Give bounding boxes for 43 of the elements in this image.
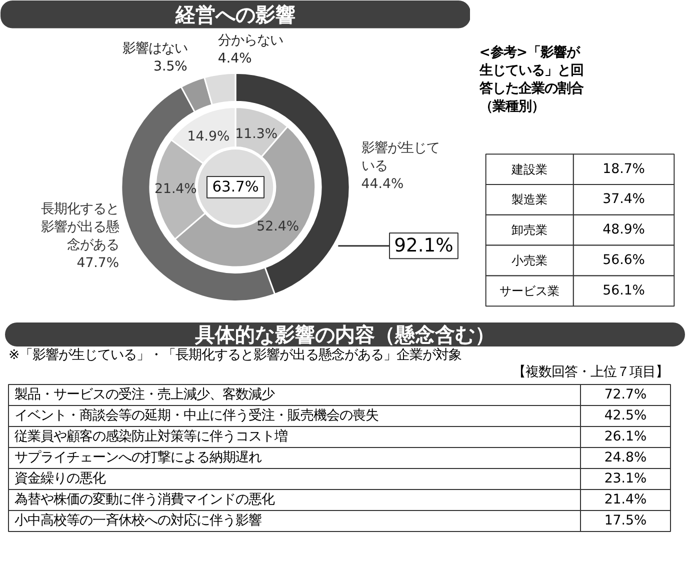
category-label: サプライチェーンへの打撃による納期遅れ [14,450,262,466]
text: 17.5% [604,514,647,528]
category-label: 建設業 [510,162,548,176]
category-label: 従業員や顧客の感染防止対策等に伴うコスト増 [14,428,288,444]
slice-label: 影響が生じている [361,140,440,174]
category-label: 小売業 [512,254,548,268]
text: 21.4% [604,492,647,508]
data-label: 52.4% [256,219,300,234]
slice-label: 分からない [218,34,283,49]
text: 48.9% [602,222,645,238]
slice-label: 影響はない [122,41,188,56]
data-label: 4.4% [218,52,252,67]
text: 56.1% [602,283,645,298]
text: 72.7% [604,388,647,402]
chart-title: 経営への影響 [174,2,296,26]
category-label: 製造業 [512,192,548,207]
text: <参考>「影響が生じている」と回答した企業の割合（業種別） [478,44,584,114]
data-label: 21.4% [154,182,197,197]
category-label: 為替や株価の変動に伴う消費マインドの悪化 [14,492,274,508]
text: 24.8% [604,450,647,466]
category-label: イベント・商談会等の延期・中止に伴う受注・販売機会の喪失 [14,408,378,424]
category-label: 小中高校等の一斉休校への対応に伴う影響 [14,512,262,528]
text: 37.4% [602,192,645,208]
text: 56.6% [602,253,645,268]
category-label: 資金繰りの悪化 [14,472,106,486]
data-label: 3.5% [153,59,188,74]
text: 42.5% [604,408,647,424]
data-label: 14.9% [187,130,230,145]
slice-label: 長期化すると影響が出る懸念がある [41,202,120,253]
data-label: 44.4% [361,176,404,192]
text: 92.1% [394,235,454,256]
text: 63.7% [212,178,259,196]
category-label: 製品・サービスの受注・売上減少、客数減少 [14,386,274,402]
text: 18.7% [602,162,645,177]
text: 具体的な影響の内容（懸念含む） [194,322,495,346]
category-label: サービス業 [500,284,560,298]
data-label: 11.3% [235,127,278,142]
text: 26.1% [604,430,647,444]
category-label: 卸売業 [512,223,548,238]
text: 【複数回答・上位７項目】 [512,365,668,380]
data-label: 47.7% [76,256,120,271]
text: ※「影響が生じている」・「長期化すると影響が出る懸念がある」企業が対象 [8,347,462,363]
text: 23.1% [604,472,647,486]
